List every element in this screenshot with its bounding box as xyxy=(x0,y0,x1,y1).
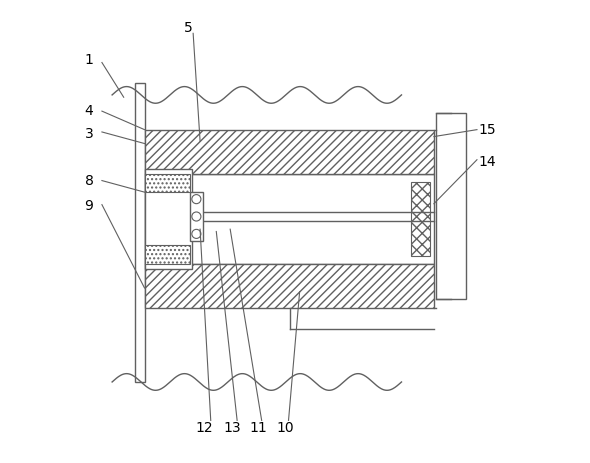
Text: 5: 5 xyxy=(184,21,193,35)
Bar xyxy=(145,174,434,264)
Bar xyxy=(145,174,190,192)
Text: 14: 14 xyxy=(478,155,496,169)
Text: 13: 13 xyxy=(224,421,241,435)
Bar xyxy=(145,245,190,264)
Text: 8: 8 xyxy=(84,174,93,188)
Text: 3: 3 xyxy=(84,127,93,141)
Text: 15: 15 xyxy=(478,123,496,137)
Bar xyxy=(145,264,434,308)
Text: 9: 9 xyxy=(84,199,93,213)
Text: 11: 11 xyxy=(249,421,267,435)
Text: 4: 4 xyxy=(84,104,93,118)
Text: 12: 12 xyxy=(196,421,214,435)
Bar xyxy=(411,182,430,256)
Bar xyxy=(190,192,203,241)
Bar xyxy=(436,113,466,299)
Text: 10: 10 xyxy=(277,421,294,435)
Bar xyxy=(145,130,434,174)
Bar xyxy=(135,83,145,382)
Bar xyxy=(145,169,192,269)
Text: 1: 1 xyxy=(84,53,93,67)
